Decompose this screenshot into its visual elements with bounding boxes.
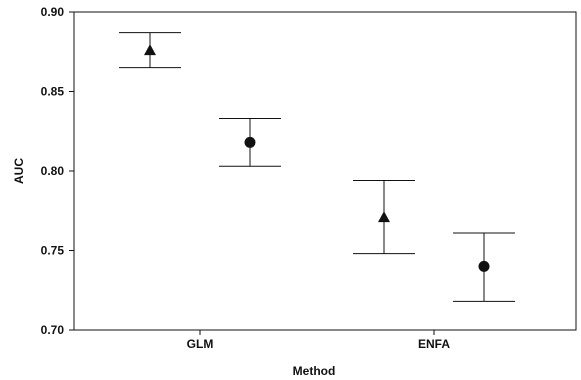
data-marks xyxy=(119,32,515,302)
triangle-marker xyxy=(378,211,390,223)
y-tick-label: 0.80 xyxy=(41,164,65,178)
plot-area xyxy=(73,11,577,331)
y-tick-label: 0.75 xyxy=(41,244,65,258)
y-axis-title: AUC xyxy=(12,158,26,184)
x-category-label: ENFA xyxy=(418,337,450,351)
y-axis-ticks: 0.70 0.75 0.80 0.85 0.90 xyxy=(41,5,74,337)
circle-marker xyxy=(244,136,256,148)
circle-marker xyxy=(478,260,490,272)
triangle-marker xyxy=(144,44,156,56)
x-axis-category-labels: GLM ENFA xyxy=(187,330,450,351)
y-tick-label: 0.70 xyxy=(41,323,65,337)
y-tick-label: 0.90 xyxy=(41,5,65,19)
x-category-label: GLM xyxy=(187,337,214,351)
x-axis-title: Method xyxy=(293,364,336,378)
y-tick-label: 0.85 xyxy=(41,85,65,99)
